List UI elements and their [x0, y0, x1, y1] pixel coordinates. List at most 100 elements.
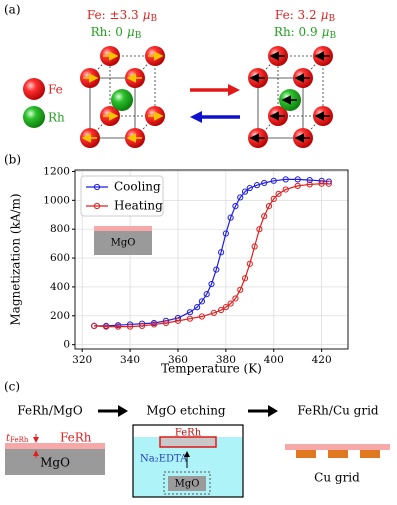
moment-unit: μ [127, 25, 135, 39]
data-point [325, 180, 332, 187]
data-point [232, 202, 239, 210]
x-tick-label: 400 [264, 354, 284, 366]
x-tick-label: 360 [168, 354, 188, 366]
inset-film [94, 226, 152, 231]
data-point [217, 249, 225, 256]
moment-value: Rh: 0 [91, 25, 123, 39]
substrate-label: MgO [40, 456, 70, 470]
grid-label: Cu grid [314, 471, 360, 485]
legend-label: Heating [114, 199, 163, 213]
data-point [294, 176, 301, 183]
thickness-label: tFeRh [6, 433, 29, 445]
data-point [256, 226, 263, 233]
legend-marker [93, 183, 101, 191]
data-point [222, 304, 229, 311]
data-point [198, 313, 206, 320]
data-point [306, 177, 313, 184]
x-axis-label: Temperature (K) [161, 362, 262, 376]
x-tick-label: 380 [216, 354, 236, 366]
inset-label: MgO [111, 238, 136, 249]
data-point [115, 323, 122, 330]
step-label: MgO etching [146, 404, 226, 418]
data-point [282, 186, 289, 193]
data-point [103, 323, 110, 330]
substrate [5, 449, 105, 475]
data-point [194, 304, 201, 311]
data-point [237, 194, 244, 201]
moment-unit-sub: B [150, 14, 157, 24]
moment-value: Fe: 3.2 [275, 8, 317, 22]
data-point [294, 182, 301, 189]
arrow-head [268, 405, 278, 417]
data-point [210, 309, 217, 317]
series-line [94, 178, 329, 327]
data-point [246, 260, 253, 267]
moment-label: Rh: 0.9 μB [274, 25, 337, 41]
data-point [91, 322, 98, 330]
arrow-head [190, 111, 202, 123]
legend-label: Fe [48, 83, 63, 97]
legend-label: Cooling [114, 180, 161, 194]
cu-grid-bar [328, 450, 348, 458]
legend-label: Rh [48, 111, 65, 125]
step-label: FeRh/Cu grid [297, 404, 379, 418]
moment-label: Fe: ±3.3 μB [87, 8, 158, 24]
data-point [174, 317, 182, 324]
legend-rh-atom [23, 106, 45, 128]
panel-b: (b) 0 200 400 600 800 1000 1200 320 340 360 380 400… [4, 153, 349, 376]
cu-grid-bar [296, 450, 316, 458]
rh-atom [111, 89, 133, 111]
y-tick-label: 800 [50, 223, 70, 235]
data-point [275, 190, 282, 197]
moment-unit: μ [322, 25, 330, 39]
legend-marker [93, 202, 101, 210]
moment-unit: μ [321, 8, 329, 22]
data-point [261, 213, 268, 220]
data-point [270, 177, 277, 184]
y-tick-label: 0 [63, 339, 70, 351]
y-tick-label: 1000 [43, 194, 70, 206]
data-point [253, 182, 261, 189]
inset-substrate [94, 231, 152, 255]
y-tick-label: 600 [50, 252, 70, 264]
data-point [241, 275, 249, 282]
legend-fe-atom [23, 78, 45, 100]
plot-frame [74, 169, 349, 350]
moment-unit-sub: B [329, 31, 336, 41]
panel-label: (c) [4, 380, 20, 394]
beaker [132, 424, 244, 498]
data-point [150, 321, 158, 328]
data-point [138, 322, 146, 330]
data-point [237, 286, 244, 293]
data-point [246, 184, 253, 192]
moment-unit: μ [143, 8, 151, 22]
arrow-head [228, 84, 240, 96]
moment-label: Rh: 0 μB [91, 25, 142, 41]
arrow-head [118, 405, 128, 417]
film [5, 443, 105, 449]
data-point [227, 214, 234, 221]
y-tick-label: 200 [50, 310, 70, 322]
y-tick-label: 1200 [43, 165, 70, 177]
film-label: FeRh [60, 431, 92, 445]
x-tick-label: 420 [312, 354, 332, 366]
x-tick-label: 320 [72, 354, 92, 366]
data-point [162, 319, 170, 327]
data-point [198, 298, 206, 305]
data-point [306, 181, 313, 188]
film [285, 444, 390, 450]
step-label: FeRh/MgO [17, 404, 83, 418]
data-point [241, 188, 249, 195]
moment-value: Rh: 0.9 [274, 25, 318, 39]
data-point [186, 315, 194, 322]
data-point [213, 266, 220, 273]
substrate [168, 476, 206, 491]
data-point [232, 295, 239, 302]
moment-unit-sub: B [328, 14, 335, 24]
substrate-label: MgO [175, 479, 200, 490]
data-point [282, 176, 289, 183]
y-axis-label: Magnetization (kA/m) [9, 193, 23, 325]
x-tick-label: 340 [120, 354, 140, 366]
